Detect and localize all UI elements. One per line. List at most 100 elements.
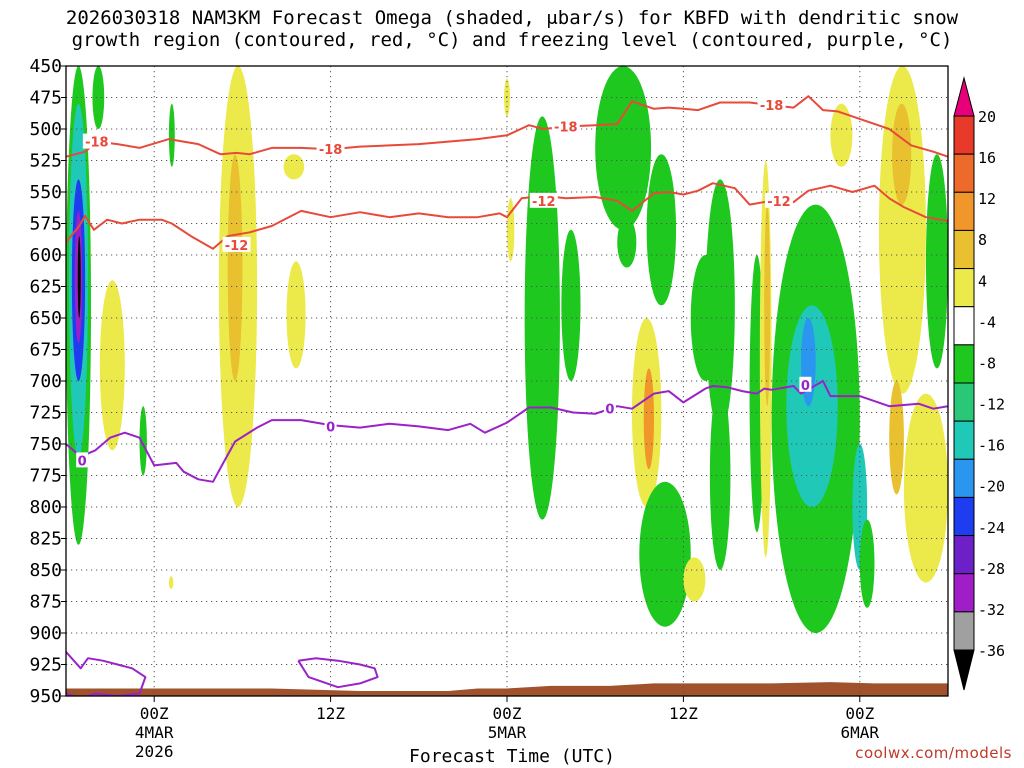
- y-tick-label: 800: [29, 497, 62, 518]
- x-tick-label: 5MAR: [488, 723, 527, 742]
- y-tick-label: 775: [29, 466, 62, 487]
- chart-title-line2: growth region (contoured, red, °C) and f…: [71, 29, 953, 51]
- omega-cell: [561, 229, 581, 381]
- y-tick-label: 625: [29, 277, 62, 298]
- omega-cell: [643, 368, 654, 470]
- colorbar-top-arrow: [953, 76, 975, 117]
- omega-cell: [92, 66, 105, 129]
- omega-cell: [595, 66, 652, 230]
- grid-lines: [66, 66, 948, 696]
- colorbar-box: [953, 611, 975, 651]
- contour-label-bg: [222, 236, 251, 252]
- colorbar-box: [953, 573, 975, 613]
- contour-label-bg: [764, 192, 793, 208]
- contour-label-bg: [551, 118, 580, 134]
- x-tick-label: 2026: [135, 742, 174, 761]
- contour-line: [66, 380, 948, 483]
- colorbar-label: 4: [978, 272, 987, 290]
- contour-line: [66, 182, 948, 250]
- colorbar-box: [953, 496, 975, 537]
- colorbar-box: [953, 153, 975, 193]
- omega-cell: [903, 393, 948, 583]
- contour-labels: -18 -18 -18 -18 -12 -12 -12 0 0 0 0: [76, 97, 812, 469]
- omega-cell: [709, 381, 731, 570]
- colorbar-label: 12: [978, 190, 996, 208]
- colorbar-bottom-arrow: [953, 649, 975, 691]
- colorbar-box: [953, 420, 975, 460]
- colorbar-label: 16: [978, 149, 996, 167]
- omega-cell: [139, 406, 147, 476]
- omega-cell: [892, 103, 912, 205]
- y-tick-label: 875: [29, 592, 62, 613]
- colorbar-label: -20: [978, 478, 1005, 496]
- contour-label: -12: [767, 195, 791, 210]
- x-tick-label: 00Z: [493, 704, 522, 723]
- x-tick-label: 6MAR: [841, 723, 880, 742]
- colorbar-label: -32: [978, 601, 1005, 619]
- omega-cell: [705, 179, 735, 432]
- y-tick-label: 750: [29, 434, 62, 455]
- omega-cell: [764, 204, 771, 407]
- y-tick-label: 700: [29, 371, 62, 392]
- colorbar-box: [953, 344, 975, 384]
- colorbar-box: [953, 535, 975, 575]
- omega-cell: [683, 557, 706, 602]
- x-tick-label: 4MAR: [135, 723, 174, 742]
- omega-cell: [99, 280, 125, 451]
- contour-label: -18: [760, 99, 784, 114]
- colorbar-label: -36: [978, 642, 1005, 660]
- omega-cell: [286, 261, 306, 369]
- y-tick-label: 850: [29, 560, 62, 581]
- y-tick-label: 450: [29, 56, 62, 77]
- contour-label: -12: [225, 239, 249, 254]
- contour-line: [66, 95, 948, 158]
- omega-cell: [524, 116, 560, 520]
- colorbar-label: 20: [978, 108, 996, 126]
- y-tick-label: 600: [29, 245, 62, 266]
- y-tick-label: 525: [29, 151, 62, 172]
- y-tick-label: 575: [29, 214, 62, 235]
- contour-label: 0: [605, 403, 614, 418]
- contour-line: [297, 657, 379, 689]
- colorbar-label: 8: [978, 231, 987, 249]
- omega-cell: [283, 154, 305, 180]
- colorbar-label: -12: [978, 396, 1005, 414]
- y-tick-label: 650: [29, 308, 62, 329]
- contour-label: -18: [85, 136, 109, 151]
- contour-line: [66, 651, 147, 696]
- omega-cell: [77, 236, 81, 318]
- y-tick-label: 550: [29, 182, 62, 203]
- contour-label: -18: [554, 120, 578, 135]
- contour-label-bg: [757, 97, 786, 113]
- colorbar-box: [953, 191, 975, 231]
- y-tick-label: 825: [29, 529, 62, 550]
- colorbar-label: -24: [978, 519, 1005, 537]
- contour-label: 0: [801, 379, 810, 394]
- omega-cell: [859, 519, 875, 608]
- colorbar-label: -8: [978, 354, 996, 372]
- omega-cell: [889, 381, 904, 495]
- contour-label: 0: [78, 454, 87, 469]
- omega-cell: [617, 217, 637, 268]
- y-tick-label: 675: [29, 340, 62, 361]
- temperature-contours: [66, 95, 948, 696]
- colorbar-box: [953, 458, 975, 498]
- y-tick-label: 950: [29, 686, 62, 707]
- omega-cell: [168, 103, 175, 167]
- terrain-surface: [66, 682, 948, 696]
- omega-cell: [168, 576, 174, 589]
- contour-label: -12: [532, 195, 556, 210]
- x-tick-label: 12Z: [669, 704, 698, 723]
- omega-cell: [646, 154, 677, 306]
- y-tick-label: 500: [29, 119, 62, 140]
- omega-cell: [227, 154, 243, 381]
- contour-label: -18: [319, 143, 343, 158]
- colorbar-label: -4: [978, 313, 996, 331]
- colorbar-box: [953, 229, 975, 270]
- omega-cell: [925, 154, 948, 369]
- x-axis-label: Forecast Time (UTC): [409, 746, 615, 767]
- omega-cell: [830, 103, 853, 167]
- x-tick-label: 12Z: [316, 704, 345, 723]
- colorbar-box: [953, 306, 975, 346]
